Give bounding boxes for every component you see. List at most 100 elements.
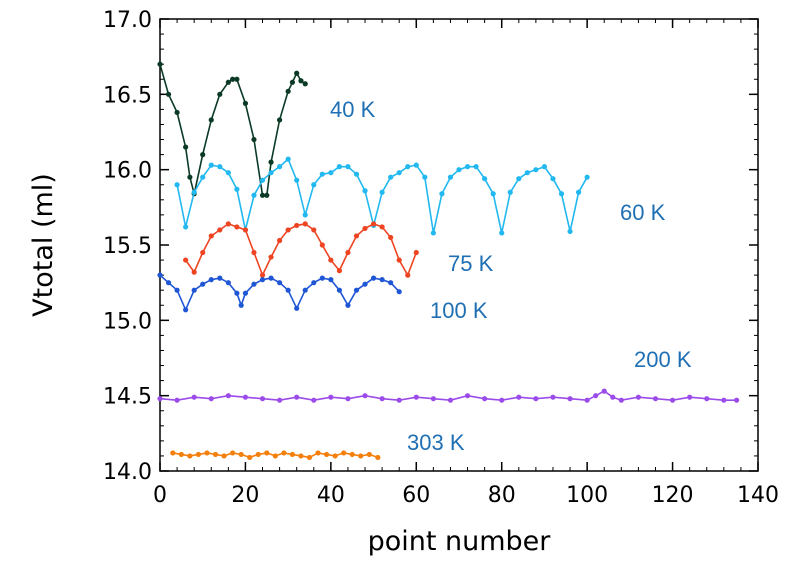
data-point: [413, 394, 419, 400]
data-point: [336, 287, 342, 293]
data-point: [277, 237, 283, 244]
x-tick-labels: 0 20 40 60 80 100 120 140: [153, 483, 779, 508]
data-point: [251, 249, 257, 256]
y-tick-label: 16.5: [103, 83, 152, 108]
data-point: [311, 227, 317, 233]
data-point: [319, 275, 325, 281]
data-point: [345, 302, 351, 308]
data-point: [379, 189, 385, 195]
data-point: [277, 397, 283, 403]
data-point: [234, 290, 240, 296]
data-point: [405, 272, 411, 278]
series-100-k: [157, 272, 402, 313]
x-axis-title: point number: [368, 526, 552, 557]
data-point: [439, 191, 445, 197]
data-point: [388, 234, 394, 241]
data-point: [157, 396, 163, 402]
data-point: [353, 287, 360, 293]
data-point: [298, 453, 304, 459]
x-tick-label: 0: [153, 483, 167, 508]
data-point: [302, 287, 308, 293]
data-point: [242, 100, 249, 106]
series-line-60-k: [176, 157, 588, 234]
data-point: [302, 221, 308, 227]
data-point: [170, 450, 176, 456]
data-point: [157, 272, 163, 278]
x-tick-label: 140: [737, 483, 779, 508]
data-point: [277, 117, 283, 123]
series-line-75-k: [184, 223, 418, 278]
data-point: [610, 394, 616, 400]
x-tick-label: 80: [488, 483, 516, 508]
data-point: [413, 162, 419, 168]
data-point: [328, 277, 334, 283]
data-point: [302, 212, 308, 218]
data-point: [315, 450, 321, 456]
data-point: [584, 174, 590, 180]
data-point: [507, 189, 513, 195]
data-point: [379, 224, 385, 230]
data-point: [178, 451, 184, 458]
data-point: [576, 189, 582, 195]
data-point: [558, 191, 565, 197]
data-point: [567, 228, 573, 235]
data-point: [447, 174, 454, 180]
data-point: [345, 164, 351, 170]
series-line-40-k: [159, 63, 306, 197]
data-point: [345, 396, 351, 402]
y-tick-label: 14.0: [103, 460, 152, 485]
data-point: [516, 394, 522, 400]
data-point: [264, 192, 270, 198]
series-layer: [157, 61, 740, 461]
data-point: [242, 394, 249, 400]
data-point: [174, 397, 180, 403]
data-point: [298, 78, 304, 84]
data-point: [259, 277, 266, 283]
data-point: [165, 280, 172, 286]
data-point: [550, 394, 556, 400]
data-point: [328, 170, 334, 176]
data-point: [473, 164, 479, 170]
data-point: [174, 109, 180, 116]
data-point: [259, 272, 266, 278]
data-point: [225, 221, 231, 227]
data-point: [174, 287, 180, 293]
data-point: [652, 396, 659, 402]
data-point: [430, 396, 436, 402]
data-point: [187, 174, 193, 180]
data-point: [490, 191, 496, 197]
data-point: [191, 269, 197, 275]
data-point: [191, 189, 197, 195]
data-point: [217, 91, 223, 97]
data-point: [174, 182, 180, 188]
series-label-200-k: 200 K: [634, 347, 692, 372]
series-40-k: [157, 61, 308, 198]
data-point: [704, 396, 710, 402]
data-point: [362, 281, 368, 287]
data-point: [225, 170, 231, 176]
data-point: [601, 388, 607, 394]
data-point: [208, 277, 214, 283]
data-point: [593, 393, 599, 399]
data-point: [669, 397, 676, 403]
data-point: [268, 254, 274, 260]
data-point: [533, 396, 539, 402]
data-point: [499, 230, 505, 236]
data-point: [302, 81, 308, 87]
data-point: [234, 186, 240, 192]
data-point: [345, 249, 351, 256]
data-point: [234, 224, 240, 230]
data-point: [264, 450, 270, 456]
y-tick-label: 15.5: [103, 234, 152, 259]
data-point: [567, 396, 573, 402]
data-point: [157, 61, 163, 67]
data-point: [362, 225, 368, 232]
series-label-40-k: 40 K: [330, 97, 376, 122]
data-point: [294, 70, 300, 76]
x-tick-label: 20: [231, 483, 259, 508]
data-point: [353, 233, 360, 239]
data-point: [217, 164, 223, 170]
data-point: [281, 450, 287, 456]
data-point: [353, 171, 360, 177]
